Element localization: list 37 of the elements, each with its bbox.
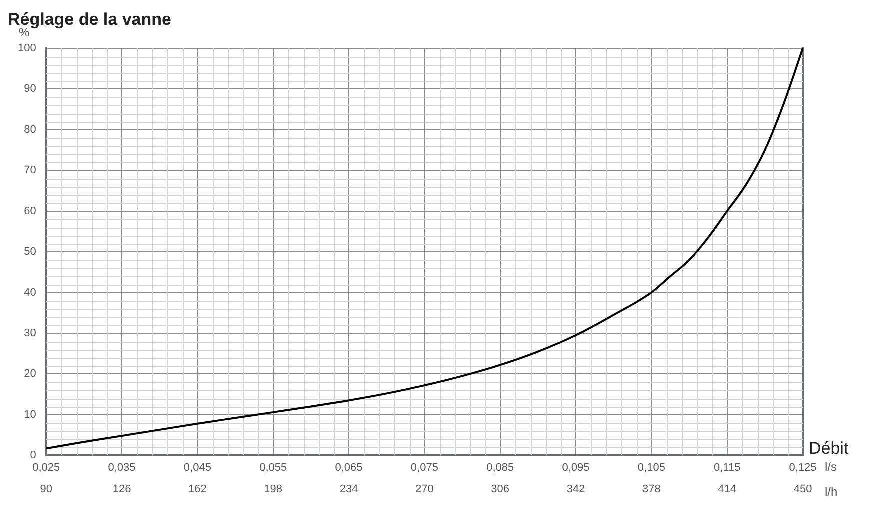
y-tick-label: 90 [24,83,36,96]
x-tick-label: 0,115 [714,462,741,474]
text: l/s [825,460,837,474]
y-tick-label: 30 [24,327,36,340]
y-tick-label: 10 [24,408,36,421]
y-tick-label: 80 [24,124,36,136]
y-tick-label: 20 [24,368,36,380]
x-tick-label: 0,095 [562,462,590,474]
y-tick-label: 100 [18,42,36,54]
x-tick-label: 0,105 [638,462,666,474]
x2-tick-label: 90 [40,483,52,496]
x2-tick-label: 342 [566,483,586,496]
x2-tick-label: 270 [415,483,434,496]
y-tick-label: 50 [24,246,36,258]
line-series [46,48,803,450]
x2-tick-label: 234 [340,483,358,496]
x2-tick-label: 414 [718,483,737,496]
x2-tick-label: 126 [112,483,132,496]
x-tick-label: 0,025 [32,462,60,474]
x2-tick-label: 306 [491,483,510,496]
x-tick-label: 0,045 [184,462,212,474]
x-tick-label: 0,065 [335,462,363,474]
y-tick-label: 0 [30,450,36,462]
y-tick-label: 70 [24,164,36,177]
x2-tick-label: 378 [642,483,661,496]
x-axis-title: Débit [809,438,849,458]
x2-axis-title: l/h [825,485,838,500]
x-tick-label: 0,125 [789,462,817,474]
y-tick-label: 60 [24,205,36,218]
x2-tick-label: 162 [188,483,207,496]
x-tick-label: 0,055 [260,462,288,474]
x2-tick-label: 450 [794,483,812,496]
y-tick-label: 40 [24,286,36,299]
x-tick-label: 0,085 [486,462,514,474]
x-tick-label: 0,035 [108,462,136,474]
x2-tick-label: 198 [264,483,283,496]
x-tick-label: 0,075 [410,462,438,474]
